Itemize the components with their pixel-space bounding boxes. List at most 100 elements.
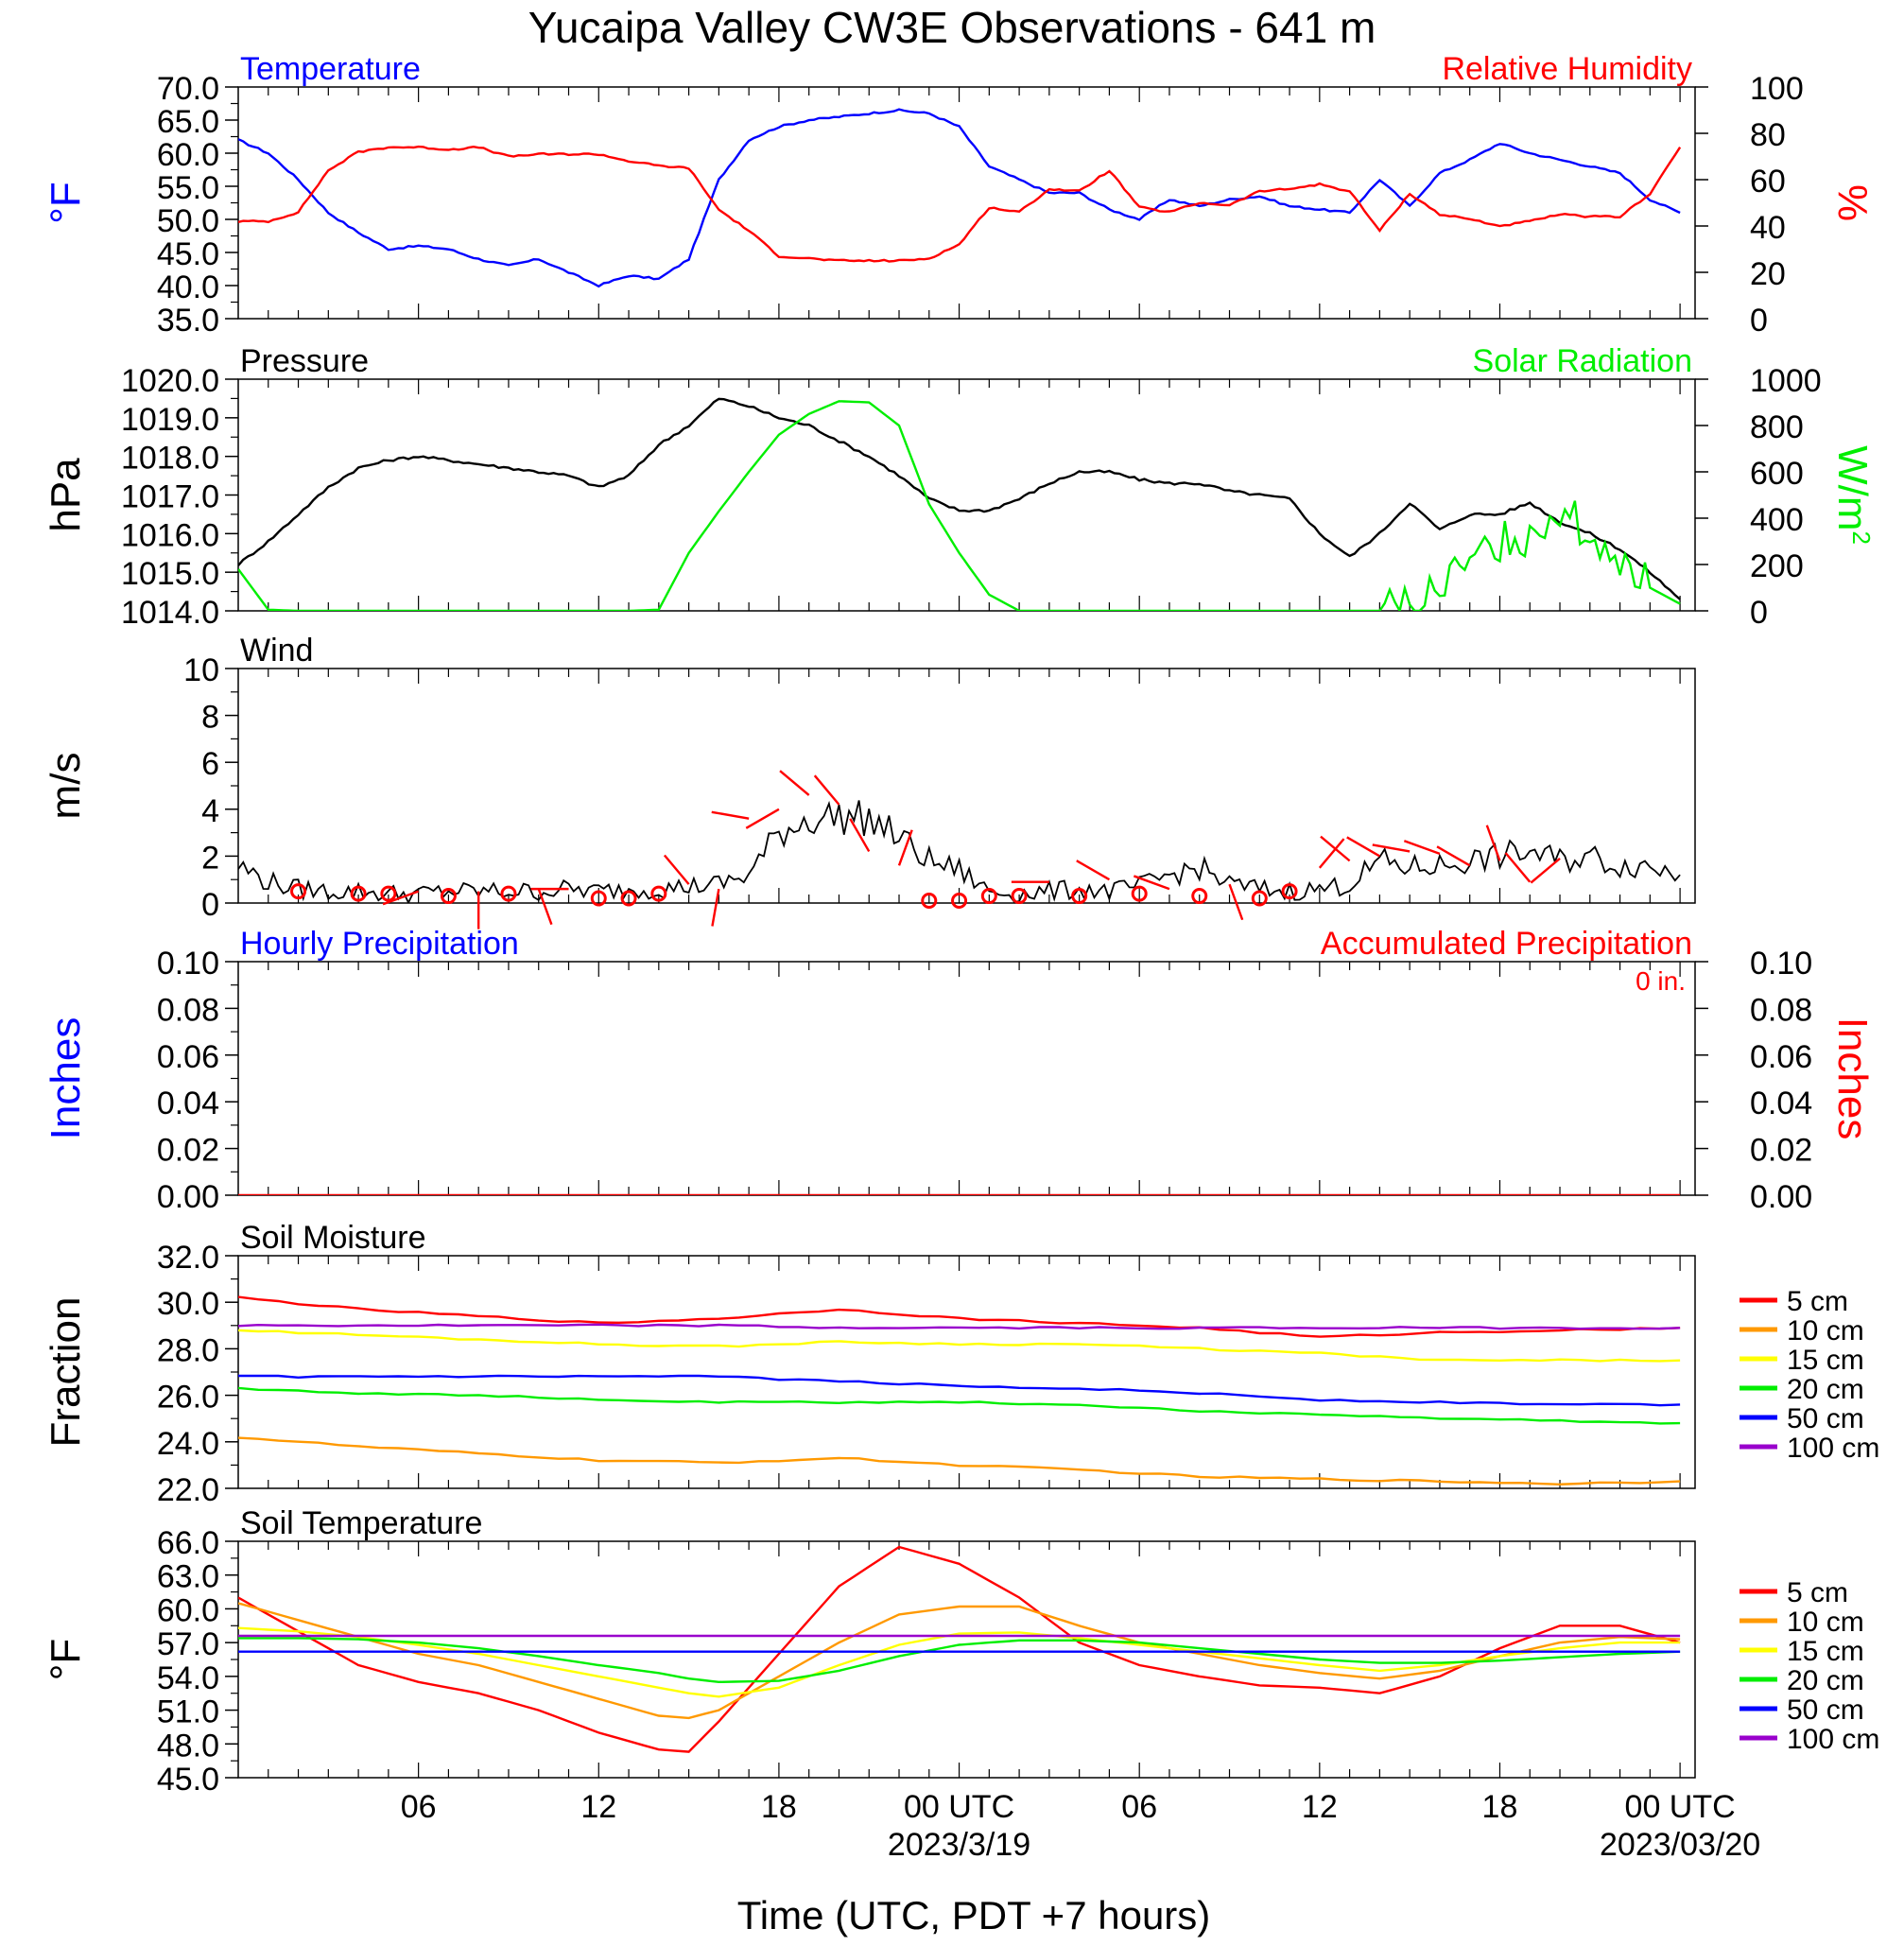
wind-barb-calm [1071, 888, 1088, 905]
legend-label: 15 cm [1787, 1636, 1864, 1667]
wind-barb-calm [921, 893, 938, 910]
y-tick-label-right: 0.10 [1750, 946, 1812, 982]
wind-barb-calm [290, 883, 307, 900]
y-axis-label-left: °F [43, 1639, 89, 1680]
y-tick-label-left: 30.0 [157, 1286, 219, 1322]
wind-barb [813, 774, 840, 806]
y-tick-label-left: 0.08 [157, 992, 219, 1028]
y-tick-label-left: 65.0 [157, 104, 219, 140]
y-axis-label-left: m/s [43, 753, 89, 820]
legend-label: 50 cm [1787, 1694, 1864, 1726]
panel-precip: 0.10 0.08 0.06 0.04 0.02 0.00 0.10 0.08 0.06 0.04… [43, 926, 1876, 1215]
y-tick-label-left: 24.0 [157, 1426, 219, 1462]
y-tick-label-left: 0.06 [157, 1039, 219, 1075]
y-tick-label-right: 0.08 [1750, 992, 1812, 1028]
y-axis-label-right: W/m2 [1829, 445, 1876, 545]
wind-barb-calm [1191, 888, 1208, 905]
wind-barb [711, 888, 720, 927]
wind-barb [1530, 857, 1561, 884]
wind-barb [897, 829, 913, 866]
wind-barb-calm [620, 890, 637, 907]
y-tick-label-right: 80 [1750, 117, 1786, 153]
panel-frame [237, 378, 1696, 612]
series-line-15-cm [238, 1329, 1681, 1363]
x-tick-label: 12 [580, 1789, 616, 1825]
y-tick-label-right: 60 [1750, 164, 1786, 200]
y-tick-label-right: 800 [1750, 409, 1804, 445]
y-tick-label-left: 1014.0 [121, 595, 219, 631]
legend-label: 10 cm [1787, 1315, 1864, 1347]
y-tick-label-right: 20 [1750, 256, 1786, 292]
wind-barb [1504, 852, 1532, 883]
y-tick-label-right: 0 [1750, 303, 1768, 339]
x-tick-label: 18 [1482, 1789, 1518, 1825]
x-axis-label: Time (UTC, PDT +7 hours) [737, 1893, 1211, 1937]
legend-label: 5 cm [1787, 1286, 1848, 1317]
panel-title-left: Pressure [240, 343, 369, 379]
y-tick-label-left: 55.0 [157, 170, 219, 206]
panel-frame [237, 86, 1696, 320]
series-line-50-cm [238, 1374, 1681, 1407]
wind-barb [779, 770, 810, 796]
y-tick-label-right: 0.00 [1750, 1179, 1812, 1215]
y-tick-label-left: 28.0 [157, 1332, 219, 1368]
x-tick-date-label: 2023/03/20 [1600, 1827, 1760, 1863]
series-line-10-cm [238, 1602, 1681, 1720]
wind-barb-calm [440, 888, 457, 905]
x-tick-date-label: 2023/3/19 [888, 1827, 1030, 1863]
accumulated-total-label: 0 in. [1636, 966, 1686, 996]
y-tick-label-left: 0.04 [157, 1086, 219, 1121]
y-axis-label-left: °F [43, 182, 89, 223]
wind-barb [1228, 883, 1244, 921]
y-tick-label-left: 60.0 [157, 137, 219, 173]
y-axis-label-left: Fraction [43, 1297, 89, 1448]
x-tick-label: 00 UTC [1625, 1789, 1736, 1825]
wind-barb-calm [1251, 890, 1268, 907]
panel-soil_temp: 66.063.060.057.054.051.048.045.0 Soil Tem… [43, 1505, 1879, 1798]
series-line-solar-radiation [238, 400, 1681, 611]
wind-barb [1320, 835, 1351, 862]
y-axis-label-left: hPa [43, 458, 89, 532]
y-tick-label-left: 35.0 [157, 303, 219, 339]
y-tick-label-right: 40 [1750, 210, 1786, 246]
series-line-100-cm [238, 1323, 1681, 1330]
y-axis-label-right: % [1829, 184, 1876, 221]
wind-barb [1346, 836, 1380, 858]
legend-label: 10 cm [1787, 1607, 1864, 1638]
panel-title-left: Soil Temperature [240, 1505, 482, 1541]
y-tick-label-right: 1000 [1750, 363, 1822, 399]
wind-barb [745, 808, 780, 829]
y-tick-label-right: 100 [1750, 71, 1804, 107]
wind-barb [1372, 843, 1411, 853]
y-tick-label-left: 50.0 [157, 203, 219, 239]
wind-barb [537, 888, 553, 926]
panel-frame [237, 668, 1696, 904]
y-tick-label-right: 200 [1750, 548, 1804, 584]
y-tick-label-left: 1019.0 [121, 402, 219, 438]
panel-temp_rh: 70.065.060.055.050.045.040.035.0 100 80 60 4… [43, 51, 1876, 339]
x-tick-label: 06 [1121, 1789, 1157, 1825]
y-tick-label-left: 51.0 [157, 1694, 219, 1730]
y-tick-label-left: 45.0 [157, 1762, 219, 1798]
wind-barb-calm [380, 885, 397, 902]
y-tick-label-left: 60.0 [157, 1592, 219, 1628]
wind-barb-calm [650, 885, 667, 902]
legend-label: 100 cm [1787, 1433, 1879, 1464]
wind-barb [1403, 840, 1441, 856]
panel-soil_moisture: 32.0 30.0 28.0 26.0 24.0 22.0 Soil Moisture Fra… [43, 1220, 1879, 1508]
y-tick-label-left: 4 [201, 793, 219, 829]
y-tick-label-right: 0 [1750, 595, 1768, 631]
y-tick-label-left: 1018.0 [121, 441, 219, 477]
wind-barb-calm [350, 885, 367, 902]
y-tick-label-right: 400 [1750, 502, 1804, 538]
y-tick-label-right: 0.06 [1750, 1039, 1812, 1075]
y-tick-label-left: 10 [183, 652, 219, 688]
y-tick-label-left: 40.0 [157, 269, 219, 305]
series-line-pressure [238, 397, 1681, 600]
y-tick-label-left: 2 [201, 840, 219, 876]
panel-frame [237, 961, 1696, 1196]
series-line-relative-humidity [238, 145, 1682, 263]
y-axis-label-superscript: 2 [1847, 530, 1876, 544]
